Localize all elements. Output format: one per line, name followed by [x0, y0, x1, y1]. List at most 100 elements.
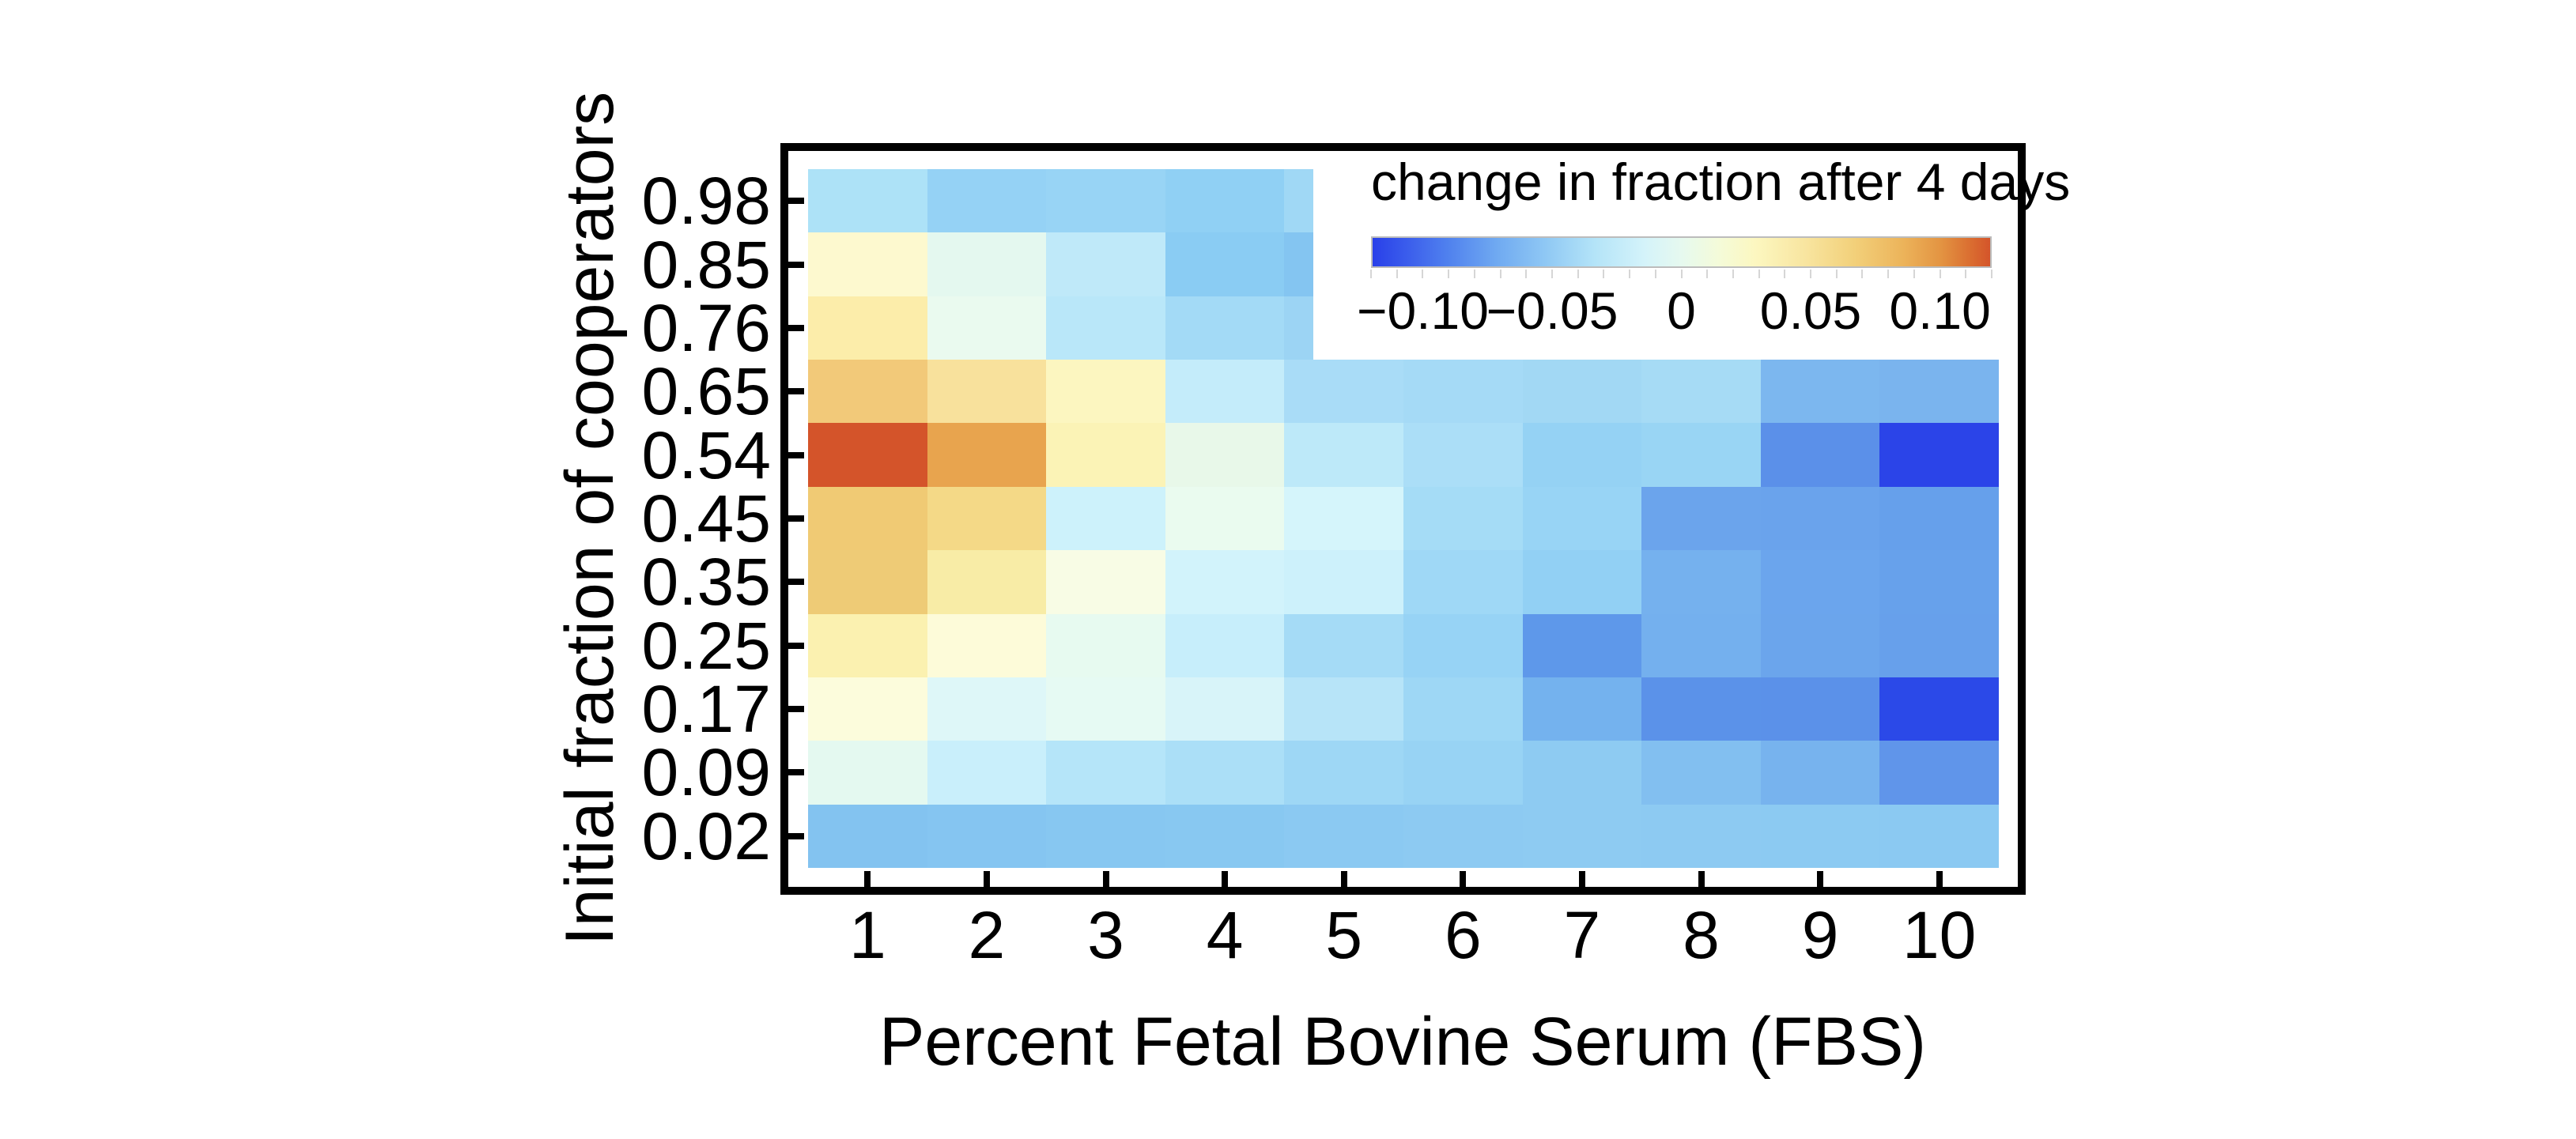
heatmap-grid: [808, 169, 1999, 868]
heatmap-cell: [808, 550, 927, 614]
heatmap-cell: [1284, 804, 1403, 868]
heatmap-cell: [1522, 360, 1642, 424]
legend-colorbar-tick: [1422, 270, 1424, 278]
x-tick-label: 1: [848, 898, 886, 972]
heatmap-cell: [1522, 613, 1642, 677]
x-axis-tick: [1817, 871, 1824, 887]
legend-colorbar: [1371, 236, 1992, 268]
heatmap-cell: [1046, 741, 1165, 805]
heatmap-cell: [927, 613, 1047, 677]
y-axis-tick: [788, 579, 804, 586]
y-axis-tick: [788, 324, 804, 331]
heatmap-cell: [1522, 677, 1642, 741]
y-tick-label: 0.35: [641, 545, 772, 620]
heatmap-cell: [1284, 360, 1403, 424]
x-axis-tick: [1102, 871, 1109, 887]
legend-colorbar-tick: [1784, 270, 1786, 278]
heatmap-cell: [1403, 804, 1523, 868]
legend-colorbar-tick: [1654, 270, 1656, 278]
heatmap-cell: [808, 232, 927, 296]
x-axis-tick: [983, 871, 990, 887]
heatmap-cell: [1403, 486, 1523, 551]
heatmap-cell: [1760, 804, 1880, 868]
heatmap-cell: [1522, 486, 1642, 551]
heatmap-cell: [808, 677, 927, 741]
heatmap-cell: [1879, 677, 1999, 741]
y-tick-label: 0.54: [641, 417, 772, 492]
heatmap-cell: [1046, 677, 1165, 741]
heatmap-cell: [1522, 423, 1642, 487]
heatmap-cell: [1760, 550, 1880, 614]
y-tick-label: 0.98: [641, 164, 772, 239]
y-tick-label: 0.17: [641, 672, 772, 747]
legend-colorbar-tick: [1991, 270, 1992, 278]
heatmap-cell: [1879, 423, 1999, 487]
x-tick-label: 6: [1444, 898, 1482, 972]
heatmap-cell: [927, 550, 1047, 614]
legend-colorbar-tick: [1577, 270, 1579, 278]
legend-tick-label: −0.05: [1486, 281, 1618, 340]
legend-tick-label: 0.05: [1759, 281, 1862, 340]
legend-colorbar-tick: [1448, 270, 1450, 278]
y-axis-tick: [788, 642, 804, 649]
heatmap-cell: [1879, 550, 1999, 614]
y-tick-label: 0.45: [641, 481, 772, 556]
heatmap-cell: [927, 423, 1047, 487]
legend-colorbar-tick: [1810, 270, 1812, 278]
heatmap-cell: [927, 169, 1047, 233]
legend-colorbar-tick: [1551, 270, 1553, 278]
x-axis-title: Percent Fetal Bovine Serum (FBS): [879, 1004, 1926, 1080]
heatmap-cell: [927, 360, 1047, 424]
heatmap-cell: [1165, 360, 1285, 424]
legend-title: change in fraction after 4 days: [1371, 153, 2071, 211]
heatmap-cell: [1403, 423, 1523, 487]
x-axis-tick: [864, 871, 871, 887]
legend-colorbar-tick: [1706, 270, 1709, 278]
heatmap-cell: [1641, 741, 1761, 805]
x-tick-label: 3: [1087, 898, 1124, 972]
heatmap-cell: [1641, 360, 1761, 424]
legend-colorbar-tick: [1370, 270, 1372, 278]
heatmap-cell: [1165, 550, 1285, 614]
heatmap-cell: [1760, 423, 1880, 487]
x-tick-label: 4: [1206, 898, 1244, 972]
heatmap-cell: [808, 296, 927, 360]
legend-colorbar-tick: [1396, 270, 1398, 278]
heatmap-cell: [1641, 613, 1761, 677]
x-tick-label: 8: [1683, 898, 1720, 972]
heatmap-cell: [1522, 550, 1642, 614]
x-axis-tick: [1460, 871, 1467, 887]
y-tick-label: 0.25: [641, 608, 772, 683]
heatmap-cell: [1403, 677, 1523, 741]
heatmap-cell: [1403, 613, 1523, 677]
legend-tick-label: 0.10: [1889, 281, 1991, 340]
heatmap-cell: [1403, 741, 1523, 805]
x-axis-tick: [1698, 871, 1705, 887]
legend-colorbar-tick: [1473, 270, 1475, 278]
heatmap-cell: [1165, 677, 1285, 741]
x-axis-tick: [1222, 871, 1229, 887]
x-tick-label: 9: [1801, 898, 1839, 972]
heatmap-cell: [1641, 423, 1761, 487]
y-tick-label: 0.85: [641, 227, 772, 302]
heatmap-cell: [1284, 613, 1403, 677]
heatmap-cell: [808, 423, 927, 487]
heatmap-cell: [1403, 550, 1523, 614]
x-tick-label: 2: [968, 898, 1006, 972]
legend-colorbar-tick: [1913, 270, 1915, 278]
y-axis-tick: [788, 451, 804, 458]
heatmap-cell: [1879, 613, 1999, 677]
heatmap-cell: [1641, 550, 1761, 614]
heatmap-cell: [1522, 804, 1642, 868]
legend-colorbar-tick: [1525, 270, 1528, 278]
heatmap-cell: [1760, 613, 1880, 677]
heatmap-cell: [1403, 360, 1523, 424]
heatmap-cell: [1522, 741, 1642, 805]
heatmap-cell: [1046, 423, 1165, 487]
heatmap-cell: [1046, 169, 1165, 233]
legend-colorbar-tick: [1603, 270, 1605, 278]
heatmap-cell: [1165, 486, 1285, 551]
heatmap-cell: [1046, 550, 1165, 614]
heatmap-cell: [1879, 486, 1999, 551]
